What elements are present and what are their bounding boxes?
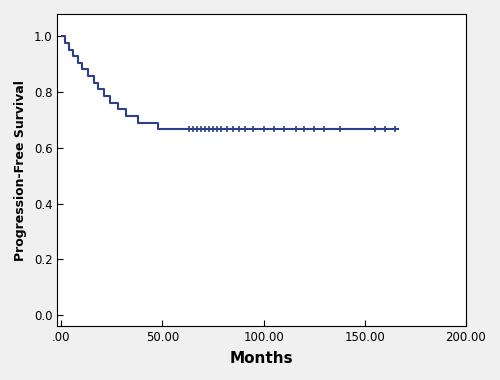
X-axis label: Months: Months [230, 351, 294, 366]
Y-axis label: Progression-Free Survival: Progression-Free Survival [14, 80, 27, 261]
